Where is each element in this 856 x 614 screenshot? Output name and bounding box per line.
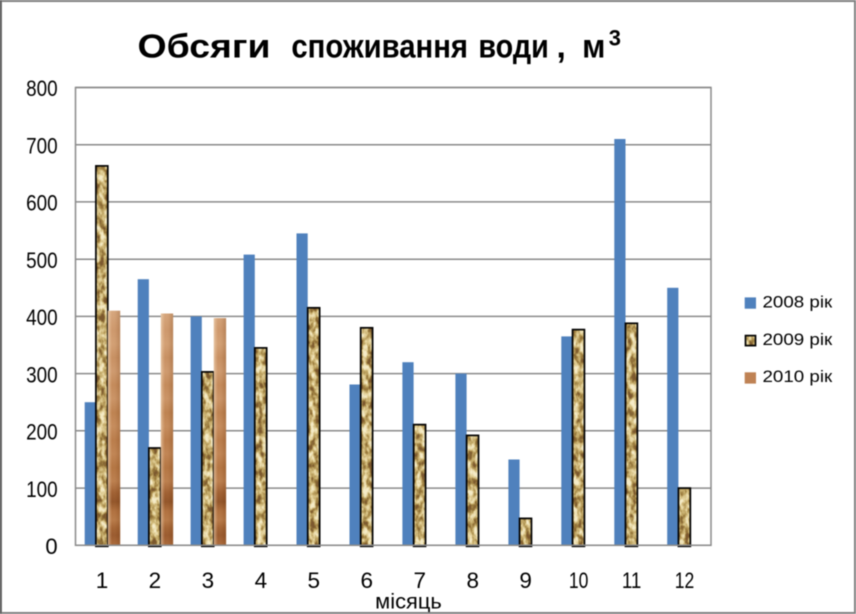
svg-text:200: 200 [26, 420, 58, 445]
svg-text:100: 100 [26, 477, 58, 502]
svg-text:800: 800 [26, 76, 58, 101]
svg-text:2008 рік: 2008 рік [763, 292, 833, 311]
svg-text:500: 500 [26, 248, 58, 273]
svg-text:8: 8 [466, 568, 479, 593]
svg-text:2: 2 [149, 568, 162, 593]
svg-text:3: 3 [202, 568, 215, 593]
svg-text:12: 12 [675, 568, 695, 593]
svg-text:700: 700 [26, 133, 58, 158]
svg-text:2010 рік: 2010 рік [763, 367, 833, 386]
svg-text:4: 4 [255, 568, 268, 593]
svg-text:300: 300 [26, 362, 58, 387]
svg-text:місяць: місяць [375, 590, 442, 613]
svg-text:11: 11 [622, 568, 642, 593]
svg-text:0: 0 [45, 534, 57, 559]
svg-text:1: 1 [96, 568, 109, 593]
svg-text:10: 10 [569, 568, 589, 593]
svg-text:600: 600 [26, 191, 58, 216]
svg-text:5: 5 [308, 568, 321, 593]
svg-text:6: 6 [361, 568, 374, 593]
svg-text:400: 400 [26, 305, 58, 330]
svg-text:7: 7 [413, 568, 426, 593]
svg-text:2009 рік: 2009 рік [763, 330, 833, 349]
svg-text:9: 9 [519, 568, 532, 593]
